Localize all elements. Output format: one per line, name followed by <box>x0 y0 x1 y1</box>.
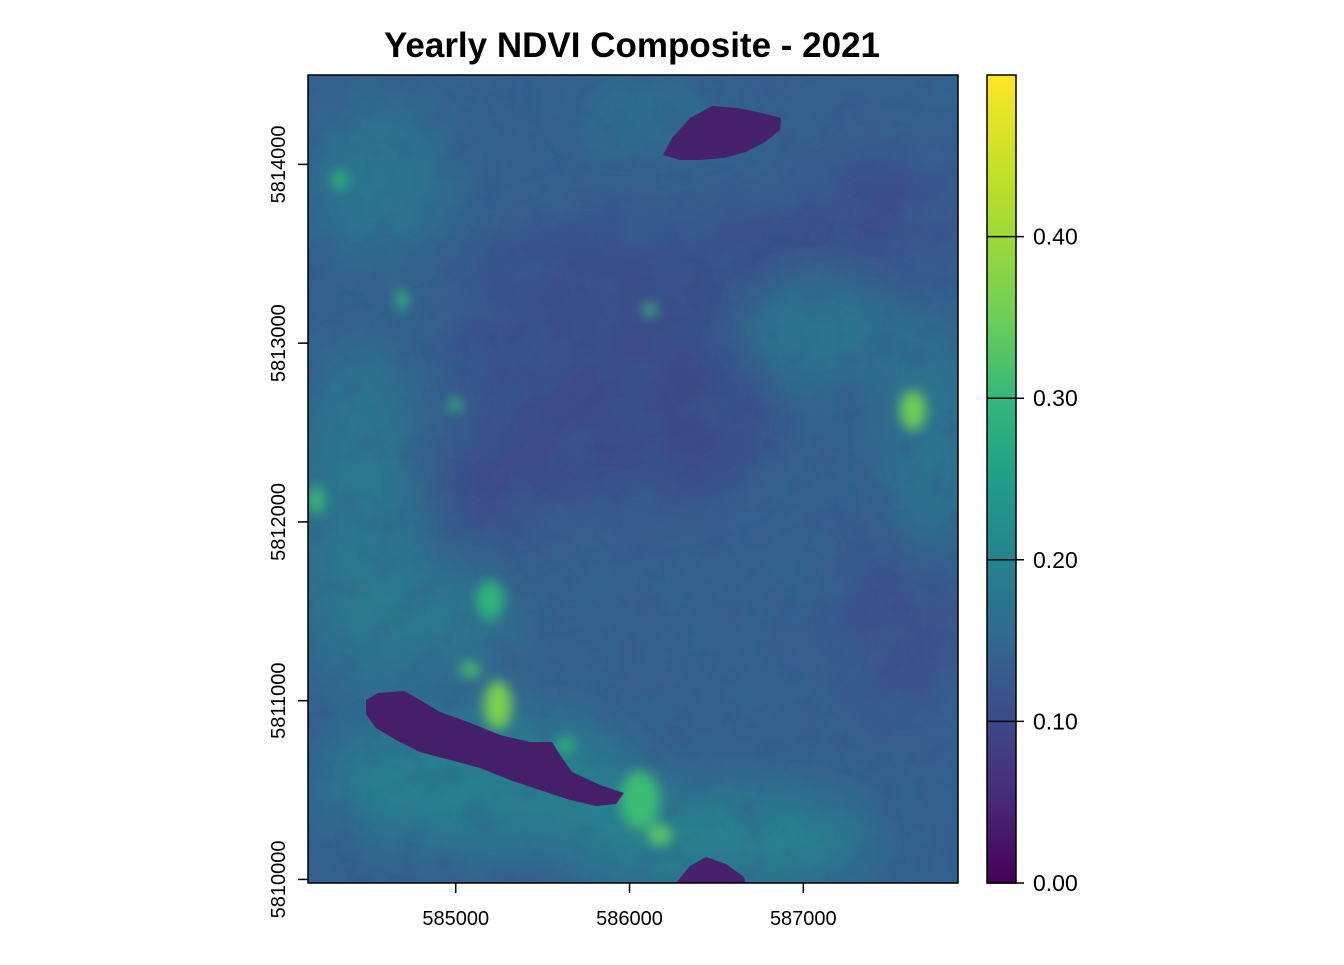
y-axis: 5810000 5811000 5812000 5813000 5814000 <box>268 125 308 918</box>
ndvi-raster <box>308 75 958 883</box>
north-water-body <box>663 106 781 160</box>
colorbar-tick-label: 0.10 <box>1033 708 1078 734</box>
y-tick-label: 5810000 <box>268 840 290 918</box>
high-ndvi-patches <box>308 170 926 845</box>
colorbar-tick-label: 0.00 <box>1033 870 1078 896</box>
colorbar-gradient <box>986 74 1017 884</box>
colorbar-tick-label: 0.30 <box>1033 385 1078 411</box>
southwest-water-body <box>366 691 624 806</box>
x-tick-label: 586000 <box>596 908 663 930</box>
ndvi-colorbar-legend: 0.00 0.10 0.20 0.30 0.40 <box>986 74 1078 896</box>
y-tick-label: 5812000 <box>268 483 290 561</box>
x-tick-label: 585000 <box>422 908 489 930</box>
y-tick-label: 5811000 <box>268 662 290 738</box>
x-tick-label: 587000 <box>770 908 837 930</box>
y-tick-label: 5814000 <box>268 125 290 203</box>
south-central-bright-patch <box>484 681 512 729</box>
colorbar-tick-label: 0.20 <box>1033 547 1078 573</box>
map-title: Yearly NDVI Composite - 2021 <box>384 26 880 65</box>
low-ndvi-water-bodies <box>366 106 781 883</box>
colorbar-tick-label: 0.40 <box>1033 224 1078 250</box>
east-bright-patch <box>900 390 926 430</box>
y-tick-label: 5813000 <box>268 304 290 382</box>
map-panel-frame <box>307 74 959 884</box>
x-axis: 585000 586000 587000 <box>422 883 837 930</box>
south-edge-water-body <box>676 857 746 883</box>
